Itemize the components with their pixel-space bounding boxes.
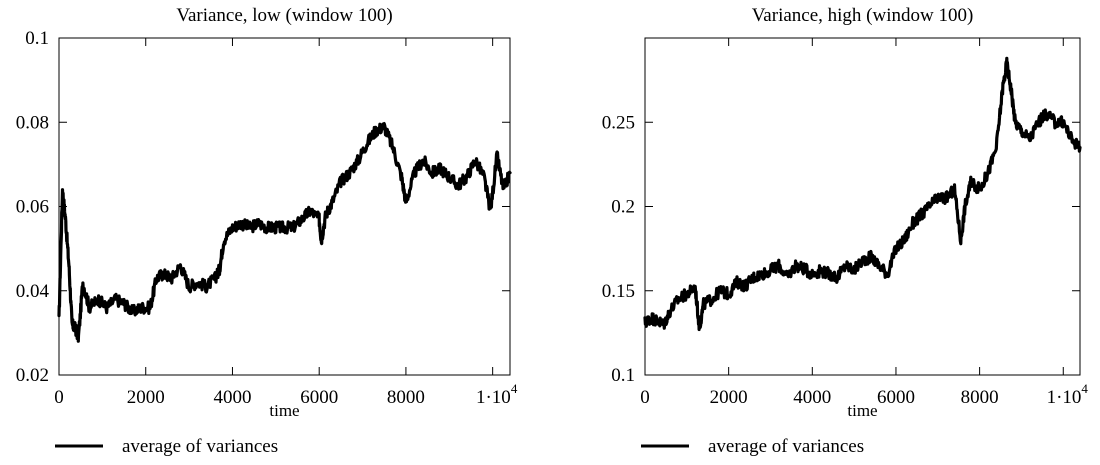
chart1-y-tick-label: 0.06 — [16, 197, 49, 218]
chart1-plot-frame — [58, 37, 511, 376]
chart2-x-tick-label: 8000 — [961, 387, 999, 408]
chart1-x-tick-label: 6000 — [300, 387, 338, 408]
chart2-x-tick-label: 2000 — [710, 387, 748, 408]
chart2-x-tick-label: 6000 — [877, 387, 915, 408]
chart1-series-line — [57, 121, 512, 343]
chart2-y-tick-label: 0.1 — [611, 365, 635, 386]
chart2-title: Variance, high (window 100) — [752, 5, 974, 26]
chart2-legend-label: average of variances — [708, 436, 864, 457]
chart1-y-tick-label: 0.1 — [25, 28, 49, 49]
chart1-x-tick-label: 4000 — [213, 387, 251, 408]
chart1-x-tick-label: 8000 — [387, 387, 425, 408]
chart1: Variance, low (window 100) 0 2000 4000 6000 8… — [16, 5, 518, 457]
chart2: Variance, high (window 100) 0 2000 4000 6000… — [602, 5, 1089, 457]
chart1-title: Variance, low (window 100) — [176, 5, 392, 26]
chart2-y-tick-label: 0.25 — [602, 112, 635, 133]
chart1-y-tick-label: 0.08 — [16, 112, 49, 133]
chart2-x-tick-label: 4000 — [793, 387, 831, 408]
chart2-y-tick-label: 0.15 — [602, 281, 635, 302]
chart1-legend-label: average of variances — [122, 436, 278, 457]
chart1-x-tick-label: 1·104 — [476, 381, 518, 408]
chart2-y-tick-label: 0.2 — [611, 197, 635, 218]
chart2-series-line — [643, 56, 1082, 332]
chart1-x-tick-label: 0 — [54, 387, 64, 408]
chart2-x-tick-label: 0 — [640, 387, 650, 408]
chart2-x-axis-label: time — [847, 401, 877, 420]
chart1-y-tick-label: 0.04 — [16, 281, 50, 302]
chart1-y-tick-label: 0.02 — [16, 365, 49, 386]
chart1-x-tick-label: 2000 — [127, 387, 165, 408]
chart2-plot-frame — [644, 37, 1081, 376]
chart2-x-tick-label: 1·104 — [1047, 381, 1089, 408]
chart1-x-axis-label: time — [269, 401, 299, 420]
